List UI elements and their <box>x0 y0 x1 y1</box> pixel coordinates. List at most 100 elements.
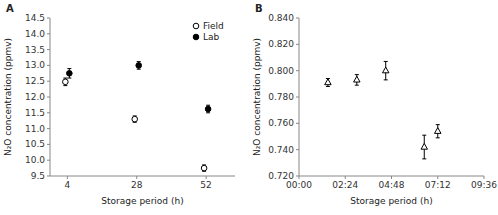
y-tick-label: 0.760 <box>268 118 294 128</box>
y-tick-label: 0.740 <box>268 145 294 155</box>
y-tick-label: 0.780 <box>268 92 294 102</box>
y-tick-label: 11.0 <box>25 124 45 134</box>
error-bar <box>63 78 67 86</box>
x-tick <box>206 176 207 179</box>
y-tick-label: 12.5 <box>25 76 45 86</box>
x-tick <box>136 176 137 179</box>
x-tick-label: 02:24 <box>332 180 358 190</box>
error-bar-cap <box>67 68 71 69</box>
panel-title: A <box>6 3 14 14</box>
x-tick <box>391 176 392 179</box>
point <box>67 71 73 77</box>
error-bar <box>206 105 210 113</box>
point <box>136 63 142 69</box>
y-tick-label: 14.0 <box>25 29 45 39</box>
panel: B00:0002:2404:4807:1209:360.7200.7400.76… <box>252 3 497 206</box>
y-axis-label: N₂O concentration (ppmv) <box>252 38 262 156</box>
error-bar-cap <box>384 61 388 62</box>
legend-label: Lab <box>203 32 220 42</box>
error-bar-cap <box>355 74 359 75</box>
y-tick <box>47 112 50 113</box>
y-tick <box>296 97 299 98</box>
x-tick-label: 04:48 <box>379 180 405 190</box>
panel: A428529.510.010.511.011.512.012.513.013.… <box>3 3 235 206</box>
series <box>325 61 441 158</box>
y-tick-label: 11.5 <box>25 108 45 118</box>
chart-root: A428529.510.010.511.011.512.012.513.013.… <box>0 0 498 215</box>
x-axis-label: Storage period (h) <box>350 196 432 206</box>
error-bar-cap <box>67 78 71 79</box>
x-tick <box>484 176 485 179</box>
error-bar-cap <box>206 112 210 113</box>
y-tick-label: 0.840 <box>268 13 294 23</box>
y-tick <box>296 44 299 45</box>
legend-label: Field <box>203 21 224 31</box>
legend: FieldLab <box>193 21 224 42</box>
error-bar-cap <box>137 61 141 62</box>
y-tick <box>47 81 50 82</box>
y-tick <box>47 49 50 50</box>
x-tick-label: 4 <box>64 180 70 190</box>
y-tick-label: 10.5 <box>25 139 45 149</box>
error-bar-cap <box>206 105 210 106</box>
y-tick <box>296 149 299 150</box>
error-bar <box>133 116 137 122</box>
point <box>421 143 427 149</box>
marks <box>325 61 441 158</box>
y-tick-label: 13.0 <box>25 60 45 70</box>
error-bar-cap <box>422 135 426 136</box>
y-tick-label: 12.0 <box>25 92 45 102</box>
x-tick-label: 00:00 <box>286 180 312 190</box>
error-bar-cap <box>422 158 426 159</box>
y-tick <box>47 176 50 177</box>
y-tick <box>47 160 50 161</box>
y-tick <box>47 18 50 19</box>
x-tick <box>345 176 346 179</box>
x-tick <box>67 176 68 179</box>
point <box>435 128 441 134</box>
error-bar-cap <box>355 85 359 86</box>
series <box>67 62 211 113</box>
y-tick <box>47 97 50 98</box>
error-bar-cap <box>63 85 67 86</box>
x-axis-label: Storage period (h) <box>101 196 183 206</box>
point <box>205 106 211 112</box>
error-bar-cap <box>63 78 67 79</box>
error-bar-cap <box>326 86 330 87</box>
x-tick-label: 28 <box>131 180 143 190</box>
y-tick-label: 9.5 <box>31 171 45 181</box>
point <box>201 165 207 171</box>
x-tick-label: 52 <box>200 180 211 190</box>
error-bar <box>137 62 141 70</box>
x-tick-label: 09:36 <box>471 180 497 190</box>
legend-marker <box>193 23 199 29</box>
error-bar <box>67 69 71 78</box>
point <box>132 116 138 122</box>
y-tick-label: 0.800 <box>268 66 294 76</box>
y-tick <box>47 33 50 34</box>
y-axis-label: N₂O concentration (ppmv) <box>3 38 13 156</box>
x-tick <box>437 176 438 179</box>
y-tick <box>296 176 299 177</box>
error-bar-cap <box>384 79 388 80</box>
legend-marker <box>193 34 199 40</box>
point <box>354 76 360 82</box>
y-tick <box>47 144 50 145</box>
y-tick-label: 14.5 <box>25 13 45 23</box>
y-tick <box>296 18 299 19</box>
y-tick <box>296 123 299 124</box>
y-tick <box>47 128 50 129</box>
series <box>63 78 207 171</box>
error-bar-cap <box>436 137 440 138</box>
y-tick-label: 10.0 <box>25 155 45 165</box>
y-tick-label: 0.820 <box>268 39 294 49</box>
x-tick-label: 07:12 <box>425 180 451 190</box>
error-bar <box>202 165 206 171</box>
point <box>63 79 69 85</box>
marks <box>63 62 211 172</box>
y-tick <box>296 70 299 71</box>
error-bar-cap <box>436 124 440 125</box>
panel-title: B <box>255 3 263 14</box>
point <box>382 67 388 73</box>
error-bar-cap <box>137 69 141 70</box>
